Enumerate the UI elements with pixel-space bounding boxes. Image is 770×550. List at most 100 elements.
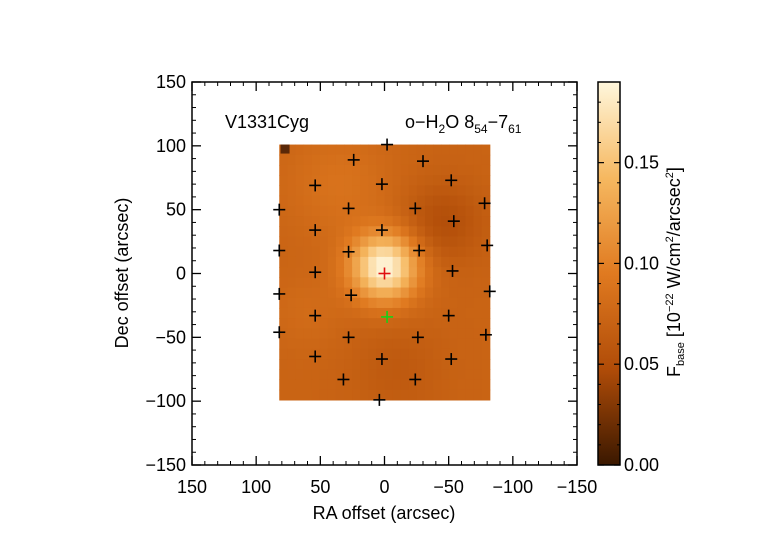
spaxel-marker bbox=[273, 287, 286, 300]
map-pixel bbox=[327, 328, 337, 340]
map-pixel bbox=[465, 389, 475, 401]
map-pixel bbox=[473, 379, 483, 391]
map-pixel bbox=[424, 175, 434, 187]
map-pixel bbox=[481, 359, 491, 370]
map-pixel bbox=[384, 205, 394, 217]
map-pixel bbox=[392, 246, 402, 258]
map-pixel bbox=[368, 205, 378, 217]
cb-label-units-end: /arcsec bbox=[664, 178, 684, 236]
map-pixel bbox=[327, 277, 337, 289]
map-pixel bbox=[441, 236, 450, 248]
map-pixel bbox=[311, 328, 321, 340]
map-pixel bbox=[335, 318, 345, 329]
map-pixel bbox=[465, 216, 475, 227]
map-pixel bbox=[473, 318, 483, 329]
map-pixel bbox=[319, 175, 329, 187]
map-pixel bbox=[433, 348, 442, 360]
map-pixel bbox=[335, 267, 345, 278]
map-pixel bbox=[424, 359, 434, 370]
map-pixel bbox=[424, 379, 434, 391]
map-pixel bbox=[424, 205, 434, 217]
map-pixel bbox=[384, 389, 394, 401]
map-pixel bbox=[408, 277, 418, 289]
map-pixel bbox=[295, 185, 305, 197]
map-pixel bbox=[384, 297, 394, 309]
map-pixel bbox=[376, 338, 386, 350]
map-pixel bbox=[279, 328, 288, 340]
map-pixel bbox=[416, 297, 426, 309]
map-pixel bbox=[279, 185, 288, 197]
map-pixel bbox=[376, 256, 386, 268]
map-pixel bbox=[384, 185, 394, 197]
map-pixel bbox=[287, 185, 297, 197]
map-pixel bbox=[392, 267, 402, 278]
map-pixel bbox=[441, 389, 450, 401]
spaxel-marker bbox=[309, 309, 322, 322]
map-pixel bbox=[344, 348, 353, 360]
map-pixel bbox=[279, 205, 288, 217]
map-pixel bbox=[408, 205, 418, 217]
map-pixel bbox=[457, 164, 467, 176]
map-pixel bbox=[335, 307, 345, 319]
cb-tick-label: 0.00 bbox=[624, 455, 659, 475]
map-pixel bbox=[408, 389, 418, 401]
map-pixel bbox=[384, 175, 394, 187]
map-pixel bbox=[465, 267, 475, 278]
map-pixel bbox=[384, 348, 394, 360]
map-pixel bbox=[392, 318, 402, 329]
map-pixel bbox=[303, 297, 313, 309]
map-pixel bbox=[416, 379, 426, 391]
map-pixel bbox=[368, 379, 378, 391]
map-pixel bbox=[344, 267, 353, 278]
map-pixel bbox=[473, 236, 483, 248]
map-pixel bbox=[392, 236, 402, 248]
spaxel-marker bbox=[309, 266, 322, 279]
line-label-dash: −7 bbox=[488, 112, 509, 132]
map-pixel bbox=[400, 216, 410, 227]
map-pixel bbox=[433, 226, 442, 238]
map-pixel bbox=[352, 348, 361, 360]
map-pixel bbox=[360, 267, 369, 278]
map-pixel bbox=[408, 236, 418, 248]
map-pixel bbox=[368, 246, 378, 258]
map-pixel bbox=[400, 144, 410, 156]
map-pixel bbox=[352, 359, 361, 370]
map-pixel bbox=[457, 348, 467, 360]
map-pixel bbox=[384, 267, 394, 278]
spaxel-marker-center bbox=[378, 267, 391, 280]
spaxel-marker bbox=[347, 153, 360, 166]
map-pixel bbox=[433, 338, 442, 350]
map-pixel bbox=[465, 185, 475, 197]
map-pixel bbox=[416, 277, 426, 289]
map-pixel bbox=[344, 256, 353, 268]
map-pixel bbox=[303, 175, 313, 187]
map-pixel bbox=[368, 256, 378, 268]
y-tick-label: 150 bbox=[156, 72, 186, 92]
map-pixel bbox=[319, 226, 329, 238]
map-pixel bbox=[400, 369, 410, 381]
map-pixel bbox=[424, 154, 434, 166]
map-pixel bbox=[433, 379, 442, 391]
map-pixel bbox=[481, 389, 491, 401]
map-pixel bbox=[392, 175, 402, 187]
map-pixel bbox=[327, 144, 337, 156]
map-pixel bbox=[433, 369, 442, 381]
map-pixel bbox=[344, 379, 353, 391]
map-pixel bbox=[449, 348, 458, 360]
object-label: V1331Cyg bbox=[225, 112, 309, 132]
map-pixel bbox=[303, 318, 313, 329]
map-pixel bbox=[327, 267, 337, 278]
map-pixel bbox=[368, 195, 378, 207]
map-pixel bbox=[344, 338, 353, 350]
map-pixel bbox=[352, 185, 361, 197]
map-pixel bbox=[376, 359, 386, 370]
map-pixel bbox=[303, 216, 313, 227]
map-pixel bbox=[449, 389, 458, 401]
map-pixel bbox=[279, 164, 288, 176]
map-pixel bbox=[465, 175, 475, 187]
map-pixel bbox=[327, 246, 337, 258]
map-pixel bbox=[441, 246, 450, 258]
map-pixel bbox=[481, 216, 491, 227]
map-pixel bbox=[416, 226, 426, 238]
map-pixel bbox=[279, 195, 288, 207]
